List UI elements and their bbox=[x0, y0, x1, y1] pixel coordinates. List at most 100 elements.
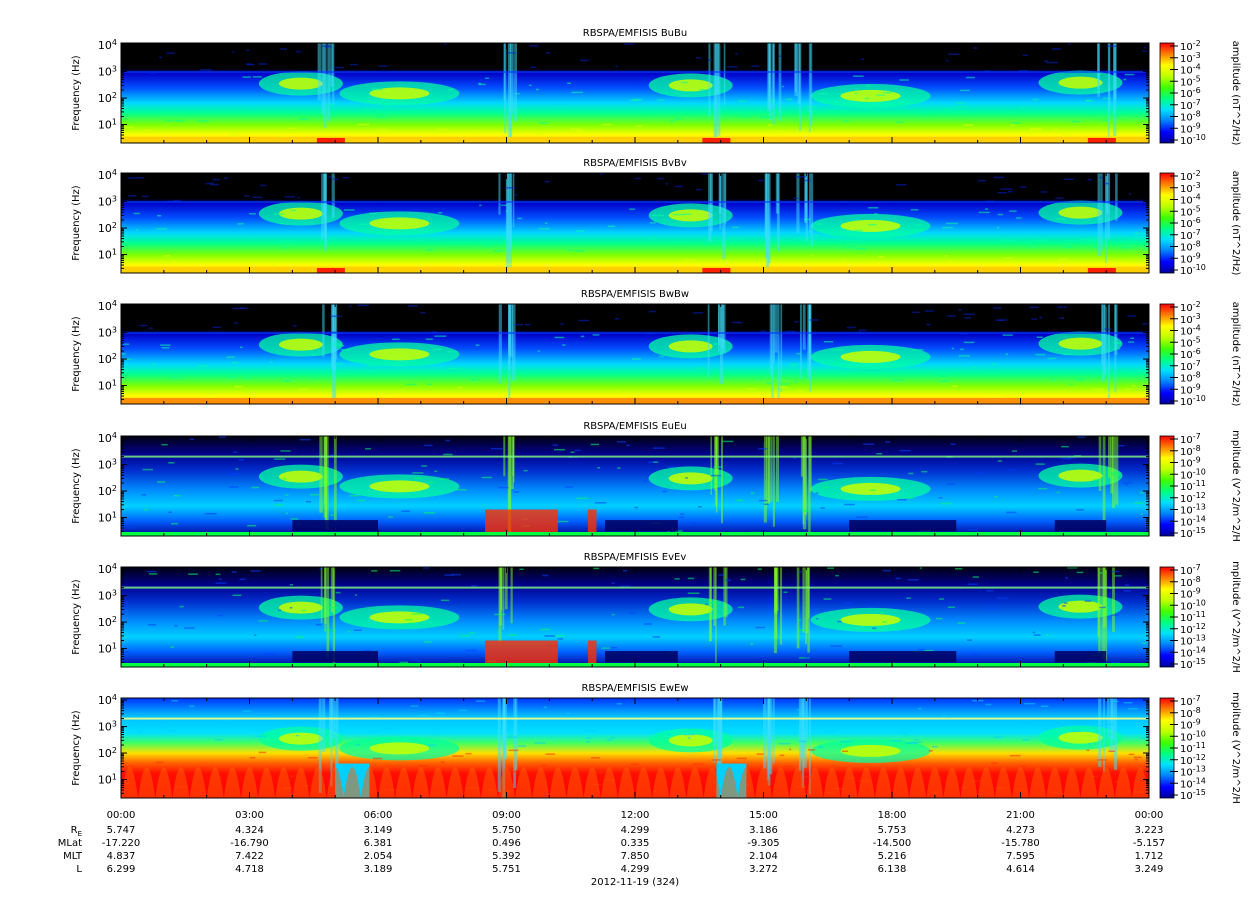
colorbar-tick-label: 10-9 bbox=[1180, 382, 1201, 396]
x-tick-label: 06:00 bbox=[364, 810, 393, 821]
spectral-speckle bbox=[736, 499, 744, 502]
spectral-speckle bbox=[1093, 91, 1098, 93]
spectral-speckle bbox=[241, 105, 244, 108]
spectral-speckle bbox=[522, 373, 528, 375]
intense-spot bbox=[316, 138, 345, 143]
spectral-speckle bbox=[334, 363, 343, 365]
broadband-burst bbox=[767, 698, 771, 786]
colorbar-tick-label: 10-10 bbox=[1180, 598, 1206, 612]
spectral-speckle bbox=[560, 323, 564, 325]
broadband-burst bbox=[1103, 698, 1105, 773]
spectral-speckle bbox=[614, 390, 620, 392]
spectral-speckle bbox=[493, 250, 503, 252]
spectral-speckle bbox=[363, 108, 370, 111]
spectral-speckle bbox=[555, 634, 565, 637]
spectral-speckle bbox=[908, 472, 914, 475]
spectral-speckle bbox=[876, 94, 885, 96]
spectral-speckle bbox=[990, 393, 994, 395]
spectral-speckle bbox=[351, 359, 357, 361]
spectral-speckle bbox=[250, 757, 256, 759]
spectral-speckle bbox=[966, 76, 975, 79]
oscillation-lobe bbox=[703, 767, 721, 798]
emission-core bbox=[840, 89, 901, 102]
panel-6: RBSPA/EMFISIS EwEw 101 102 103 104 Frequency … bbox=[71, 683, 1241, 804]
spectral-speckle bbox=[214, 738, 223, 741]
spectral-speckle bbox=[928, 750, 933, 752]
y-axis-label: Frequency (Hz) bbox=[71, 316, 82, 392]
ephemeris-value: 5.747 bbox=[107, 825, 136, 836]
spectral-speckle bbox=[794, 176, 807, 178]
spectral-speckle bbox=[122, 343, 130, 345]
spectral-speckle bbox=[768, 124, 773, 126]
colorbar-tick-label: 10-11 bbox=[1180, 479, 1206, 493]
broadband-burst bbox=[502, 698, 506, 798]
spectral-speckle bbox=[1104, 328, 1111, 331]
panel-title: RBSPA/EMFISIS BuBu bbox=[583, 28, 687, 39]
spectral-speckle bbox=[444, 43, 447, 45]
spectral-speckle bbox=[1128, 707, 1138, 710]
spectral-speckle bbox=[528, 84, 532, 87]
ephemeris-value: -17.220 bbox=[102, 838, 141, 849]
spectral-speckle bbox=[1134, 758, 1138, 761]
spectral-speckle bbox=[740, 578, 746, 581]
spectral-speckle bbox=[616, 441, 626, 443]
colorbar-tick-label: 10-6 bbox=[1180, 347, 1201, 361]
spectral-speckle bbox=[160, 726, 167, 729]
spectral-speckle bbox=[985, 703, 992, 706]
spectral-speckle bbox=[1113, 348, 1121, 350]
broadband-burst bbox=[1103, 304, 1107, 375]
spectral-speckle bbox=[750, 643, 754, 645]
spectral-speckle bbox=[1021, 765, 1027, 768]
spectral-speckle bbox=[803, 218, 811, 221]
spectral-speckle bbox=[958, 309, 963, 311]
spectral-speckle bbox=[726, 66, 738, 68]
quiet-region bbox=[849, 651, 957, 663]
spectral-speckle bbox=[1032, 98, 1039, 101]
spectral-speckle bbox=[584, 730, 596, 732]
spectral-speckle bbox=[910, 741, 922, 744]
spectral-speckle bbox=[1062, 605, 1066, 607]
spectral-speckle bbox=[483, 245, 491, 247]
spectral-speckle bbox=[307, 757, 318, 759]
broadband-burst bbox=[809, 173, 811, 234]
spectral-speckle bbox=[895, 577, 901, 580]
spectral-speckle bbox=[212, 178, 220, 181]
broadband-burst bbox=[1098, 698, 1102, 767]
broadband-burst bbox=[718, 304, 721, 345]
colorbar: 10-210-310-410-510-610-710-810-910-10 amp… bbox=[1159, 300, 1241, 408]
broadband-burst bbox=[802, 567, 805, 633]
spectral-speckle bbox=[684, 259, 696, 261]
oscillation-lobe bbox=[566, 767, 584, 798]
spectral-speckle bbox=[553, 448, 566, 451]
broadband-burst bbox=[1107, 304, 1110, 399]
spectral-speckle bbox=[437, 128, 449, 131]
spectral-speckle bbox=[1064, 240, 1074, 242]
spectral-speckle bbox=[882, 91, 892, 94]
broadband-burst bbox=[1113, 698, 1118, 770]
intense-spot bbox=[316, 268, 345, 273]
broadband-burst bbox=[1103, 567, 1108, 661]
intense-spot bbox=[702, 138, 731, 143]
spectral-speckle bbox=[481, 476, 492, 479]
spectral-speckle bbox=[337, 373, 346, 376]
panel-4: RBSPA/EMFISIS EuEu 101 102 103 104 Frequency … bbox=[71, 421, 1241, 542]
spectral-speckle bbox=[1142, 50, 1149, 53]
spectral-speckle bbox=[1126, 388, 1131, 390]
spectral-speckle bbox=[288, 127, 298, 130]
spectral-speckle bbox=[1083, 239, 1095, 241]
spectral-speckle bbox=[355, 594, 358, 596]
spectral-speckle bbox=[411, 658, 418, 661]
spectral-speckle bbox=[357, 304, 369, 307]
spectral-speckle bbox=[610, 736, 615, 739]
x-tick-label: 15:00 bbox=[749, 810, 778, 821]
spectral-speckle bbox=[1009, 210, 1017, 212]
spectral-speckle bbox=[1043, 60, 1049, 62]
spectral-speckle bbox=[1063, 602, 1068, 604]
spectral-speckle bbox=[1114, 781, 1119, 783]
spectral-speckle bbox=[804, 179, 811, 182]
oscillation-lobe bbox=[326, 767, 344, 798]
broadband-burst bbox=[708, 173, 712, 242]
y-axis-label: Frequency (Hz) bbox=[71, 185, 82, 261]
spectral-speckle bbox=[491, 447, 503, 450]
spectral-speckle bbox=[122, 126, 134, 129]
